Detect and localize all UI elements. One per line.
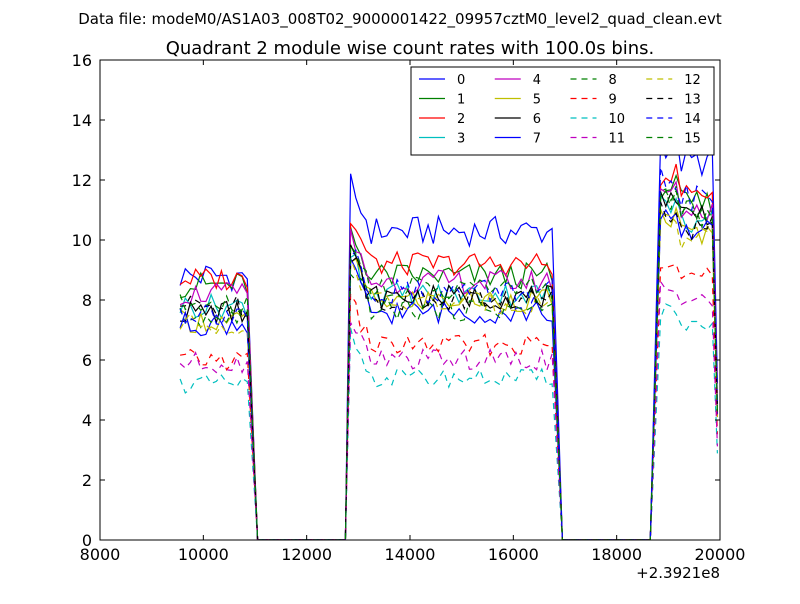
y-tick-label-2: 2 bbox=[82, 471, 92, 490]
series-line-7 bbox=[179, 208, 718, 540]
legend-label-0: 0 bbox=[457, 73, 465, 88]
series-line-4 bbox=[179, 180, 718, 540]
series-line-2 bbox=[179, 163, 718, 540]
legend-label-5: 5 bbox=[533, 93, 541, 108]
y-tick-label-10: 10 bbox=[72, 231, 92, 250]
x-tick-label-16000: 16000 bbox=[488, 545, 539, 564]
series-line-14 bbox=[179, 167, 718, 540]
series-line-8 bbox=[179, 185, 718, 540]
legend-box bbox=[410, 66, 715, 156]
series-line-9 bbox=[179, 263, 718, 540]
legend-label-13: 13 bbox=[684, 93, 701, 108]
legend-label-15: 15 bbox=[684, 132, 701, 147]
legend-label-11: 11 bbox=[609, 132, 626, 147]
y-tick-label-16: 16 bbox=[72, 51, 92, 70]
series-line-6 bbox=[180, 191, 718, 540]
legend-label-14: 14 bbox=[684, 112, 701, 127]
series-line-11 bbox=[179, 279, 718, 540]
y-tick-label-8: 8 bbox=[82, 291, 92, 310]
y-tick-label-4: 4 bbox=[82, 411, 92, 430]
y-tick-label-12: 12 bbox=[72, 171, 92, 190]
series-line-1 bbox=[179, 173, 718, 540]
plot-area: 8000 10000 12000 14000 16000 18000 20000 0 2 4 6 8 1… bbox=[72, 51, 746, 564]
x-tick-label-20000: 20000 bbox=[695, 545, 746, 564]
legend-label-3: 3 bbox=[457, 132, 465, 147]
series-line-10 bbox=[179, 303, 718, 540]
series-lines bbox=[179, 132, 718, 540]
x-tick-label-18000: 18000 bbox=[591, 545, 642, 564]
y-tick-label-14: 14 bbox=[72, 111, 92, 130]
legend-label-7: 7 bbox=[533, 132, 541, 147]
x-tick-label-12000: 12000 bbox=[281, 545, 332, 564]
y-tick-label-6: 6 bbox=[82, 351, 92, 370]
x-tick-label-14000: 14000 bbox=[385, 545, 436, 564]
chart-title: Quadrant 2 module wise count rates with … bbox=[166, 38, 655, 59]
x-axis-offset-label: +2.3921e8 bbox=[636, 564, 720, 582]
x-tick-label-8000: 8000 bbox=[80, 545, 121, 564]
series-line-13 bbox=[180, 201, 718, 540]
legend-label-12: 12 bbox=[684, 73, 701, 88]
series-line-12 bbox=[179, 213, 718, 540]
legend-label-9: 9 bbox=[609, 93, 617, 108]
figure-suptitle: Data file: modeM0/AS1A03_008T02_90000014… bbox=[78, 10, 722, 29]
legend-label-8: 8 bbox=[609, 73, 617, 88]
y-tick-label-0: 0 bbox=[82, 531, 92, 550]
legend-label-1: 1 bbox=[457, 93, 465, 108]
x-tick-label-10000: 10000 bbox=[178, 545, 229, 564]
series-line-3 bbox=[179, 194, 718, 540]
legend-label-2: 2 bbox=[457, 112, 465, 127]
legend-label-10: 10 bbox=[609, 112, 626, 127]
legend-label-4: 4 bbox=[533, 73, 541, 88]
series-line-15 bbox=[179, 188, 718, 540]
legend-label-6: 6 bbox=[533, 112, 541, 127]
series-line-0 bbox=[179, 132, 718, 540]
